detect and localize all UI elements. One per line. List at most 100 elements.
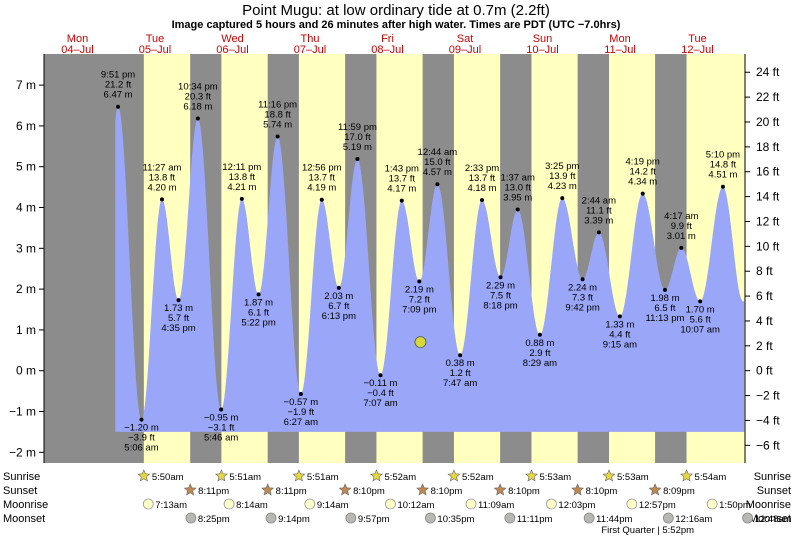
day-name-label: Sun <box>533 33 553 45</box>
right-tick-label: 16 ft <box>756 165 780 179</box>
tide-event-label: 5:22 pm <box>241 317 275 328</box>
axes: −2 m −1 m 0 m 1 m 2 m 3 m 4 m 5 m 6 m 7 m −6 ft −4 … <box>9 54 780 463</box>
right-tick-label: 4 ft <box>756 314 773 328</box>
tide-event-point <box>116 104 121 109</box>
moonset-icon <box>742 512 753 524</box>
tide-event-point <box>159 197 164 202</box>
tide-event-label: 7:47 am <box>443 378 477 389</box>
moonrise-time: 1:50pm <box>719 500 751 511</box>
tide-event-label: −1.9 ft <box>287 407 314 418</box>
moonset-time: 9:14pm <box>278 514 310 525</box>
tide-event-point <box>515 207 520 212</box>
tide-event-label: 7:09 pm <box>402 304 436 315</box>
tide-event-point <box>239 196 244 201</box>
tide-event-label: 5.6 ft <box>690 314 711 325</box>
left-tick-label: 3 m <box>16 241 36 255</box>
right-tick-label: 18 ft <box>756 140 780 154</box>
right-tick-label: 6 ft <box>756 289 773 303</box>
tide-event-label: 6.1 ft <box>248 307 269 318</box>
tide-event-label: 12:11 pm <box>222 162 261 173</box>
right-tick-label: 14 ft <box>756 190 780 204</box>
tide-event-label: 1.70 m <box>686 304 715 315</box>
tide-event-label: 4:19 pm <box>626 157 660 168</box>
tide-event-point <box>417 279 422 284</box>
sunrise-time: 5:51am <box>307 472 339 483</box>
moonset-time: 8:25pm <box>198 514 230 525</box>
tide-event-point <box>498 275 503 280</box>
day-name-label: Thu <box>301 33 320 45</box>
tide-event-point <box>378 373 383 378</box>
tide-event: 2.29 m7.5 ft8:18 pm <box>483 275 518 311</box>
moonrise-icon <box>706 498 718 510</box>
tide-event-label: 13.7 ft <box>469 173 496 184</box>
moonset-icon <box>662 512 674 524</box>
tide-event-point <box>219 407 224 412</box>
moonrise-icon <box>626 498 638 510</box>
right-tick-label: 0 ft <box>756 364 773 378</box>
tide-event-label: 20.3 ft <box>185 92 212 103</box>
tide-curve <box>115 106 745 432</box>
day-date-label: 05–Jul <box>139 44 171 56</box>
day-date-label: 08–Jul <box>371 44 403 56</box>
tide-event: −0.11 m−0.4 ft7:07 am <box>363 373 398 409</box>
tide-event-point <box>617 314 622 319</box>
day-date-label: 04–Jul <box>61 44 93 56</box>
tide-event-label: 6.18 m <box>183 102 212 113</box>
sunset-icon <box>183 483 197 496</box>
tide-event-label: −0.4 ft <box>367 388 394 399</box>
tide-event-label: 21.2 ft <box>105 80 132 91</box>
moonset-row-title-right: Moonset <box>749 513 791 525</box>
tide-event-label: 2.24 m <box>568 282 597 293</box>
right-tick-label: −4 ft <box>756 413 780 427</box>
tide-event-label: 9:51 pm <box>101 70 135 81</box>
moonrise-time: 7:13am <box>155 500 187 511</box>
tide-event-label: 10:34 pm <box>178 82 218 93</box>
tide-event-label: 3:25 pm <box>545 161 579 172</box>
tide-event-label: 4:35 pm <box>161 323 195 334</box>
left-tick-label: 4 m <box>16 201 36 215</box>
sunrise-time: 5:52am <box>384 472 416 483</box>
sunrise-icon <box>447 469 461 482</box>
day-name-label: Wed <box>221 33 243 45</box>
tide-event-label: 8:29 am <box>523 358 557 369</box>
day-date-label: 10–Jul <box>526 44 558 56</box>
tide-event-label: 7:07 am <box>363 398 397 409</box>
tide-event: 1.33 m4.4 ft9:15 am <box>603 314 637 350</box>
tide-event-point <box>435 182 440 187</box>
sunset-icon <box>338 483 352 496</box>
moonset-icon <box>583 512 595 524</box>
tide-event: 0.88 m2.9 ft8:29 am <box>523 332 557 369</box>
left-tick-label: −2 m <box>9 445 36 459</box>
moonset-time: 11:44pm <box>596 514 632 525</box>
tide-event-label: 2:33 pm <box>465 163 499 174</box>
tide-event-point <box>256 292 261 297</box>
tide-event-label: 9:42 pm <box>565 302 599 313</box>
moonset-row-title-left: Moonset <box>3 513 45 525</box>
tide-event-label: 1.33 m <box>605 319 634 330</box>
moonset-time: 12:48am <box>755 514 792 525</box>
tide-event-label: 13.7 ft <box>389 174 416 185</box>
sunset-row-title-right: Sunset <box>757 485 791 497</box>
tide-event-label: 4.57 m <box>423 167 452 178</box>
tide-event-label: 4.23 m <box>548 181 577 192</box>
sunset-time: 8:10pm <box>431 486 463 497</box>
sunrise-icon <box>369 469 383 482</box>
tide-event-point <box>662 287 667 292</box>
tide-event-label: 1.2 ft <box>450 368 471 379</box>
tide-event-label: 5:46 am <box>204 432 238 443</box>
current-tide-marker <box>414 336 427 349</box>
tide-event-label: 6:13 pm <box>322 311 356 322</box>
sunset-icon <box>493 483 507 496</box>
tide-event-label: −0.57 m <box>284 397 319 408</box>
tide-event-label: 7.5 ft <box>490 290 511 301</box>
tide-event-point <box>336 285 341 290</box>
tide-event-label: 13.0 ft <box>505 183 532 194</box>
moonrise-icon <box>546 498 557 510</box>
moonset-icon <box>504 512 516 524</box>
tide-event-label: 5.7 ft <box>168 313 189 324</box>
right-tick-label: 24 ft <box>756 65 780 79</box>
moon-phase-label: First Quarter | 5:52pm <box>601 525 694 536</box>
